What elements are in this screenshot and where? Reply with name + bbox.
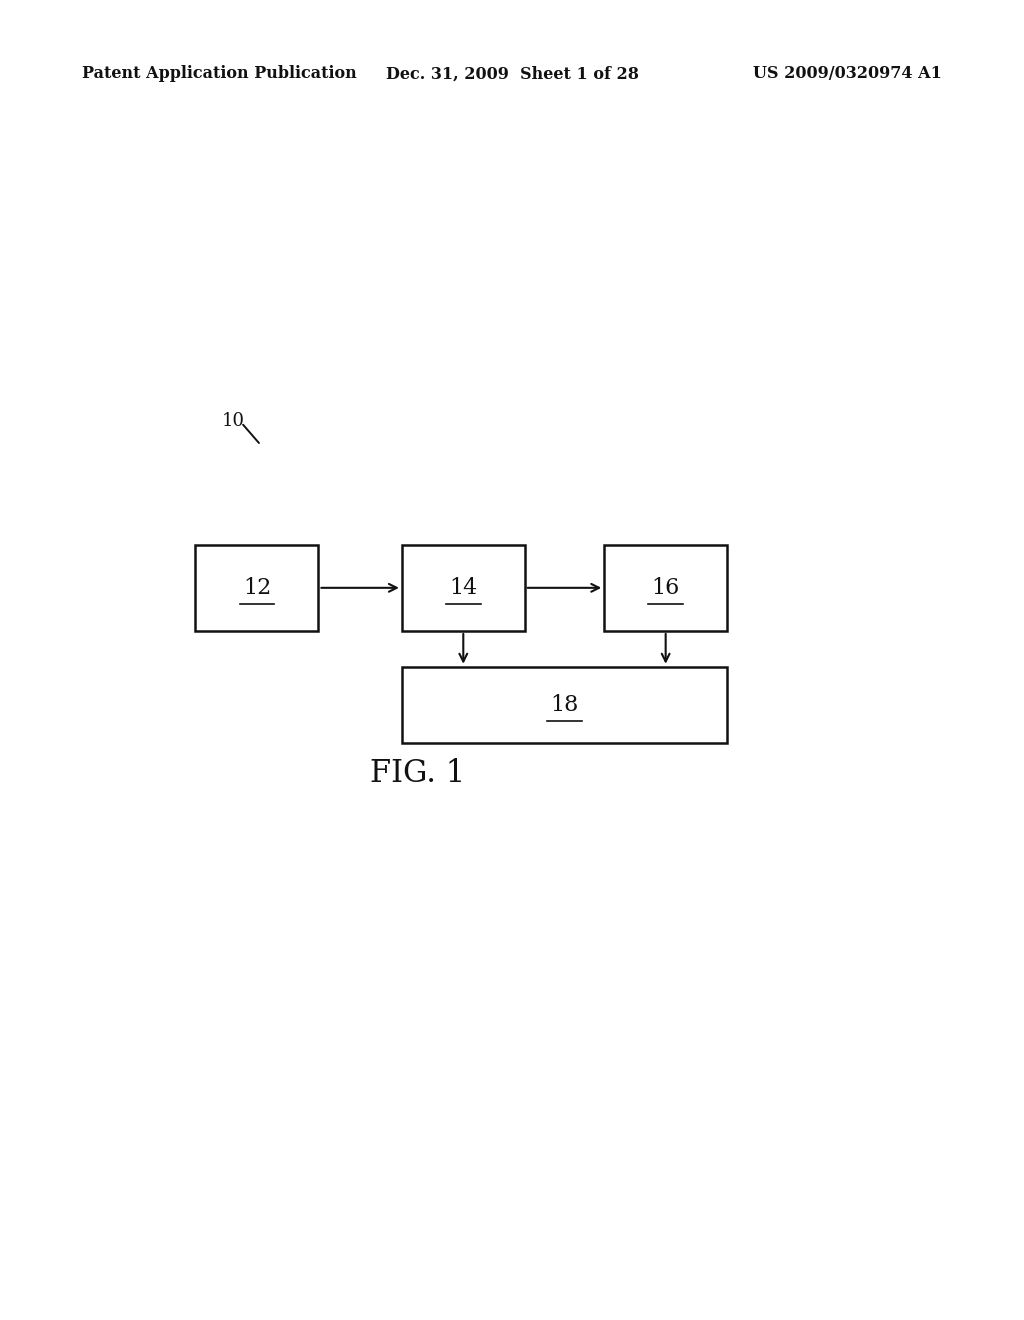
FancyBboxPatch shape bbox=[196, 545, 318, 631]
Text: 16: 16 bbox=[651, 577, 680, 599]
Text: Dec. 31, 2009  Sheet 1 of 28: Dec. 31, 2009 Sheet 1 of 28 bbox=[385, 66, 639, 82]
Text: 10: 10 bbox=[221, 412, 245, 429]
FancyBboxPatch shape bbox=[604, 545, 727, 631]
Text: US 2009/0320974 A1: US 2009/0320974 A1 bbox=[754, 66, 942, 82]
Text: Patent Application Publication: Patent Application Publication bbox=[82, 66, 356, 82]
Text: FIG. 1: FIG. 1 bbox=[370, 758, 465, 789]
Text: 18: 18 bbox=[550, 694, 579, 715]
FancyBboxPatch shape bbox=[401, 667, 727, 743]
Text: 12: 12 bbox=[243, 577, 271, 599]
FancyBboxPatch shape bbox=[401, 545, 524, 631]
Text: 14: 14 bbox=[450, 577, 477, 599]
